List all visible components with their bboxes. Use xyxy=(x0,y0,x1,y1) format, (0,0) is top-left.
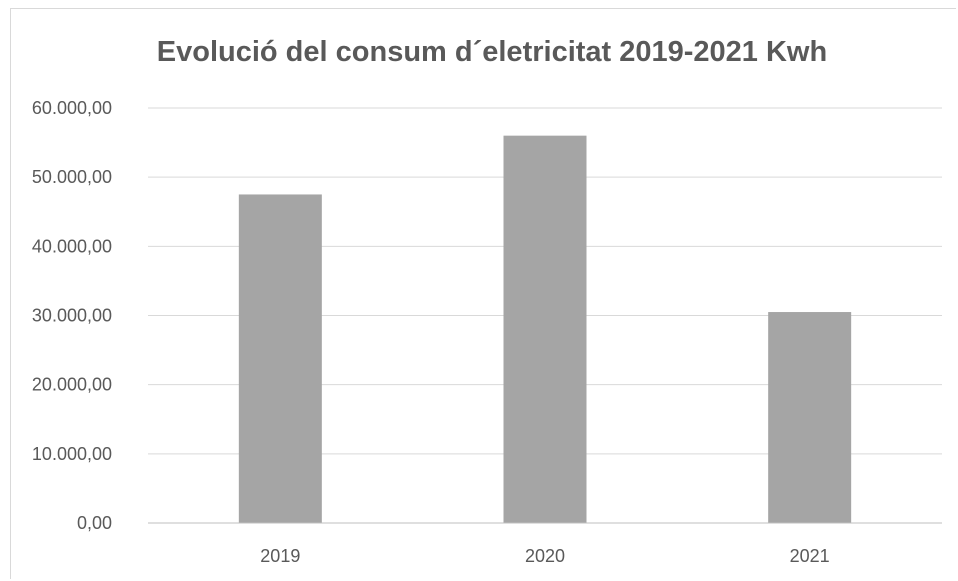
x-tick-label: 2019 xyxy=(260,546,300,566)
y-tick-label: 10.000,00 xyxy=(32,444,112,464)
chart-title: Evolució del consum d´eletricitat 2019-2… xyxy=(156,36,828,68)
bars xyxy=(238,135,852,524)
x-tick-label: 2021 xyxy=(790,546,830,566)
y-tick-label: 60.000,00 xyxy=(32,98,112,118)
y-tick-label: 30.000,00 xyxy=(32,306,112,326)
tick-labels: 0,00 10.000,00 20.000,00 30.000,00 40.000,00… xyxy=(32,98,830,566)
y-tick-label: 0,00 xyxy=(77,513,112,533)
bar-2020 xyxy=(503,135,587,523)
y-tick-label: 50.000,00 xyxy=(32,167,112,187)
y-tick-label: 20.000,00 xyxy=(32,375,112,395)
bar-2021 xyxy=(768,312,852,523)
bar-2019 xyxy=(238,194,322,524)
x-tick-label: 2020 xyxy=(525,546,565,566)
y-tick-label: 40.000,00 xyxy=(32,236,112,256)
